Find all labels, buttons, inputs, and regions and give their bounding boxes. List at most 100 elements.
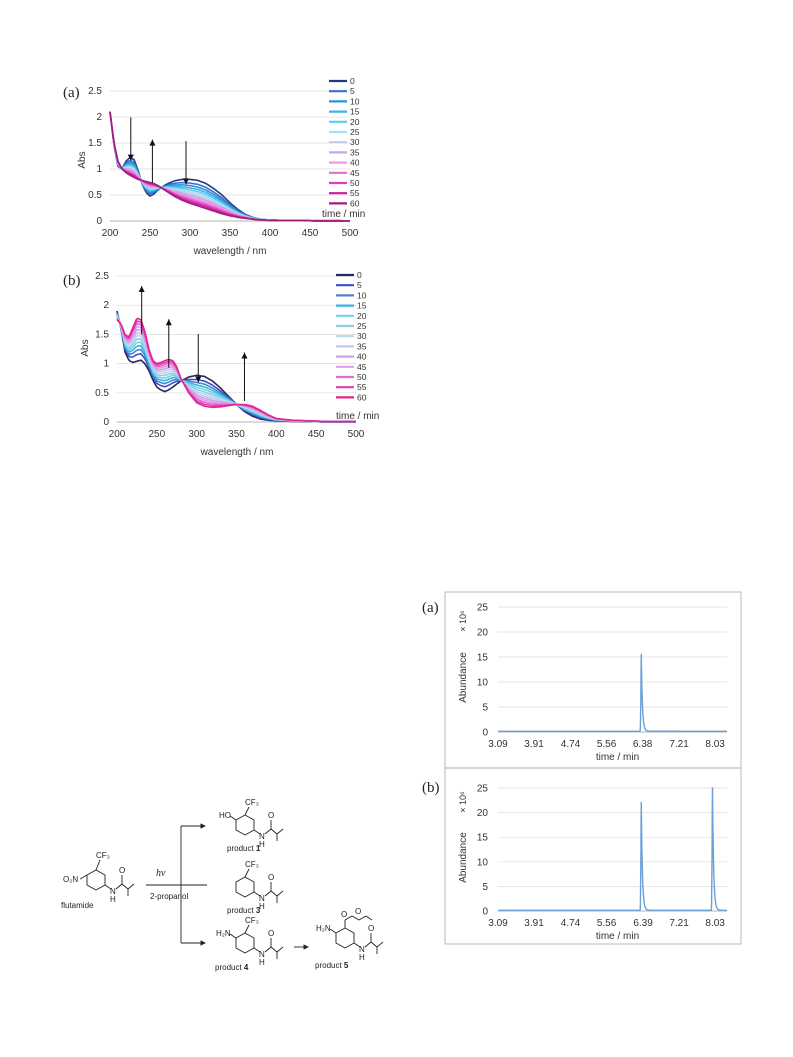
y-tick-label: 0.5 xyxy=(88,190,102,201)
x-tick-label: 6.39 xyxy=(633,918,653,929)
y-tick-label: 5 xyxy=(482,882,488,893)
x-tick-label: 400 xyxy=(268,429,285,440)
flutamide-label: flutamide xyxy=(61,901,94,910)
y-tick-label: 2.5 xyxy=(88,86,102,97)
product-3-label: product 3 xyxy=(227,906,261,915)
x-tick-label: 7.21 xyxy=(669,739,689,750)
series-line-55-min xyxy=(109,111,350,222)
legend-entry-20: 20 xyxy=(336,311,367,321)
legend-entry-5: 5 xyxy=(336,280,362,290)
chromatogram-trace xyxy=(498,787,727,911)
y-tick-label: 0.5 xyxy=(95,388,109,399)
series-line-10-min xyxy=(116,313,356,423)
svg-text:O: O xyxy=(368,924,374,933)
series-line-20-min xyxy=(109,111,350,222)
svg-text:O: O xyxy=(268,811,274,820)
y-axis-label-b: Abs xyxy=(80,339,91,356)
y-tick-label: 1 xyxy=(103,359,109,370)
x-tick-label: 300 xyxy=(182,228,199,239)
product-5-label: product 5 xyxy=(315,961,349,970)
legend-entry-15: 15 xyxy=(336,301,367,311)
y-tick-label: 20 xyxy=(477,808,489,819)
svg-text:50: 50 xyxy=(357,372,367,382)
x-axis-label-b: wavelength / nm xyxy=(200,447,274,458)
y-tick-label: 5 xyxy=(482,703,488,714)
x-tick-label: 250 xyxy=(148,429,165,440)
series-line-30-min xyxy=(109,111,350,222)
svg-text:H₂N: H₂N xyxy=(216,929,231,938)
legend-entry-40: 40 xyxy=(336,352,367,362)
svg-text:N: N xyxy=(259,894,265,903)
y-tick-label: 0 xyxy=(103,417,109,428)
flutamide-structure: CF₃ O₂N N H O flutamide xyxy=(61,851,135,910)
y-tick-label: 0 xyxy=(96,216,102,227)
svg-text:N: N xyxy=(359,945,365,954)
x-tick-label: 400 xyxy=(262,228,279,239)
series-line-25-min xyxy=(109,111,350,222)
x-tick-label: 8.03 xyxy=(705,739,725,750)
y-tick-label: 2.5 xyxy=(95,271,109,282)
svg-text:O: O xyxy=(268,929,274,938)
y-tick-label: 20 xyxy=(477,628,489,639)
svg-text:40: 40 xyxy=(350,158,360,168)
trend-arrow-up xyxy=(138,285,145,335)
svg-text:55: 55 xyxy=(357,382,367,392)
svg-text:60: 60 xyxy=(350,198,360,208)
legend-entry-0: 0 xyxy=(329,76,355,86)
x-tick-label: 4.74 xyxy=(561,918,581,929)
series-line-0-min xyxy=(116,310,356,423)
svg-text:15: 15 xyxy=(357,301,367,311)
x-tick-label: 450 xyxy=(308,429,325,440)
x-tick-label: 3.09 xyxy=(488,739,508,750)
x-tick-label: 250 xyxy=(142,228,159,239)
series-line-60-min xyxy=(116,317,356,423)
legend-title-a: time / min xyxy=(322,209,365,220)
svg-text:O: O xyxy=(355,907,361,916)
series-line-5-min xyxy=(109,111,350,222)
y-tick-label: 2 xyxy=(103,300,109,311)
svg-text:N: N xyxy=(259,950,265,959)
y-tick-label: 25 xyxy=(477,603,489,614)
product-1-label: product 1 xyxy=(227,844,261,853)
legend-entry-45: 45 xyxy=(336,362,367,372)
x-tick-label: 3.91 xyxy=(524,739,544,750)
product-4-label: product 4 xyxy=(215,963,249,972)
x-tick-label: 350 xyxy=(222,228,239,239)
series-line-10-min xyxy=(109,111,350,222)
trend-arrow-up xyxy=(149,139,156,183)
svg-text:40: 40 xyxy=(357,352,367,362)
chromatogram-trace xyxy=(498,653,727,732)
svg-text:CF₃: CF₃ xyxy=(245,916,259,925)
svg-text:N: N xyxy=(259,832,265,841)
series-line-15-min xyxy=(116,313,356,423)
y-tick-label: 25 xyxy=(477,784,489,795)
legend-entry-40: 40 xyxy=(329,158,360,168)
legend-entry-25: 25 xyxy=(336,321,367,331)
y-tick-label: 10 xyxy=(477,678,489,689)
svg-text:35: 35 xyxy=(357,341,367,351)
x-tick-label: 450 xyxy=(302,228,319,239)
hv-label: hν xyxy=(156,868,166,879)
x-axis-label: time / min xyxy=(596,752,639,763)
solvent-label: 2-propanol xyxy=(150,892,188,901)
svg-text:30: 30 xyxy=(357,331,367,341)
legend-entry-60: 60 xyxy=(336,392,367,402)
product-3-structure: CF₃ N H O product 3 xyxy=(227,860,284,915)
legend-entry-20: 20 xyxy=(329,117,360,127)
x-tick-label: 300 xyxy=(188,429,205,440)
svg-text:H: H xyxy=(259,902,265,911)
x-tick-label: 200 xyxy=(102,228,119,239)
legend-entry-50: 50 xyxy=(336,372,367,382)
legend-entry-5: 5 xyxy=(329,86,355,96)
svg-text:50: 50 xyxy=(350,178,360,188)
svg-text:30: 30 xyxy=(350,137,360,147)
y-axis-label-a: Abs xyxy=(77,151,88,168)
svg-text:CF₃: CF₃ xyxy=(245,798,259,807)
legend-entry-10: 10 xyxy=(329,96,360,106)
svg-text:20: 20 xyxy=(350,117,360,127)
y-multiplier-label: × 10⁶ xyxy=(458,791,468,813)
svg-text:H₂N: H₂N xyxy=(316,924,331,933)
